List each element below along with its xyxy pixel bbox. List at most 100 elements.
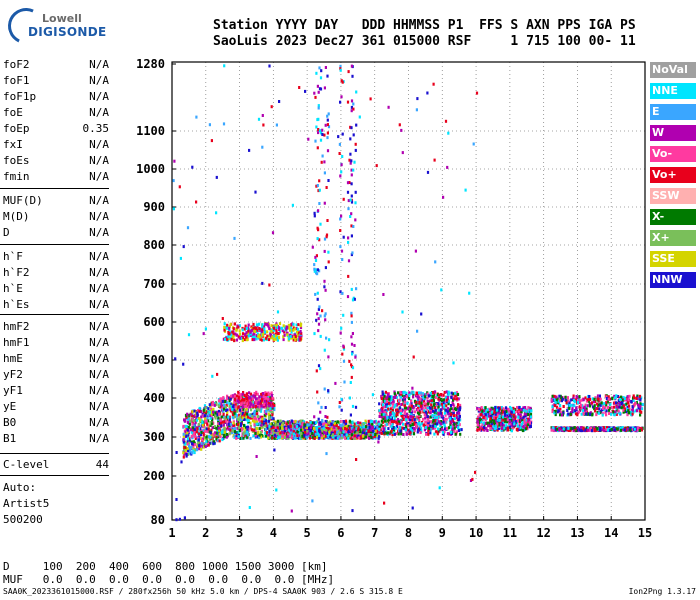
echo-point xyxy=(307,434,310,438)
echo-point xyxy=(242,407,245,411)
echo-point xyxy=(438,415,441,419)
echo-point xyxy=(278,322,282,326)
echo-point xyxy=(576,426,579,430)
echo-point xyxy=(501,427,504,431)
echo-point xyxy=(264,402,268,406)
echo-point xyxy=(554,409,557,413)
echo-point xyxy=(238,413,241,417)
echo-point xyxy=(322,436,325,440)
echo-point xyxy=(559,404,562,407)
echo-point xyxy=(392,420,396,424)
echo-point xyxy=(405,391,408,395)
echo-point xyxy=(378,411,382,415)
echo-point xyxy=(437,396,440,400)
echo-point xyxy=(457,414,460,418)
echo-point xyxy=(333,430,337,434)
echo-point xyxy=(405,425,408,429)
echo-point xyxy=(202,442,206,446)
echo-point xyxy=(254,405,257,408)
echo-point xyxy=(284,429,287,433)
echo-point xyxy=(416,422,419,426)
echo-point xyxy=(527,410,530,414)
echo-point xyxy=(610,412,613,416)
echo-point xyxy=(423,400,426,404)
echo-point xyxy=(233,434,236,438)
echo-point xyxy=(186,417,189,421)
echo-point xyxy=(235,414,238,418)
echo-point xyxy=(270,427,273,431)
echo-point xyxy=(338,432,341,436)
echo-point xyxy=(218,399,221,403)
echo-point xyxy=(252,434,255,438)
echo-point xyxy=(245,327,248,331)
echo-point xyxy=(275,434,278,438)
echo-point xyxy=(314,430,317,434)
x-tick-label: 2 xyxy=(202,526,209,540)
echo-point xyxy=(615,401,618,405)
echo-point xyxy=(579,426,582,430)
echo-point xyxy=(408,405,411,409)
echo-point xyxy=(235,338,238,342)
echo-point xyxy=(444,399,447,403)
echo-point xyxy=(575,407,578,411)
echo-point xyxy=(513,413,516,417)
echo-point xyxy=(283,425,286,429)
echo-point xyxy=(258,419,261,423)
echo-point xyxy=(232,406,235,409)
echo-point xyxy=(505,424,508,428)
echo-point xyxy=(622,410,625,414)
echo-point xyxy=(202,413,205,417)
echo-point xyxy=(359,421,362,425)
y-tick-label: 400 xyxy=(143,391,165,405)
echo-point xyxy=(455,421,459,425)
echo-point xyxy=(201,421,204,424)
echo-point xyxy=(215,426,218,430)
echo-point xyxy=(586,398,590,402)
echo-point xyxy=(204,417,207,421)
echo-point xyxy=(270,425,273,429)
echo-point xyxy=(274,428,277,432)
echo-point xyxy=(264,419,268,423)
echo-point xyxy=(197,438,200,442)
echo-point xyxy=(298,421,302,425)
echo-point xyxy=(370,423,373,427)
echo-point xyxy=(247,329,250,333)
echo-point xyxy=(480,418,483,422)
echo-point xyxy=(237,423,240,427)
echo-point xyxy=(189,447,192,451)
echo-point xyxy=(198,406,201,410)
echo-point xyxy=(249,426,252,430)
echo-point xyxy=(245,338,248,342)
echo-point xyxy=(589,404,592,408)
echo-point xyxy=(430,403,433,407)
echo-point xyxy=(365,425,368,429)
echo-point xyxy=(332,423,336,427)
echo-point xyxy=(261,434,265,438)
echo-point xyxy=(501,420,505,424)
echo-point xyxy=(296,334,299,338)
echo-point xyxy=(378,415,381,418)
echo-point xyxy=(441,406,444,410)
echo-point xyxy=(574,409,577,412)
echo-point xyxy=(426,392,429,396)
echo-point xyxy=(622,408,625,412)
echo-point xyxy=(478,421,481,425)
echo-point xyxy=(427,427,430,430)
echo-point xyxy=(570,398,573,402)
echo-point xyxy=(236,397,239,400)
echo-point xyxy=(385,402,389,406)
echo-point xyxy=(296,327,300,331)
echo-point xyxy=(385,422,388,426)
echo-point xyxy=(370,436,373,439)
echo-point xyxy=(291,436,295,440)
echo-point xyxy=(561,397,564,401)
echo-point xyxy=(224,400,227,403)
echo-point xyxy=(631,408,634,412)
echo-point xyxy=(257,398,260,402)
echo-point xyxy=(300,322,303,326)
echo-point xyxy=(429,399,432,403)
echo-point xyxy=(270,391,273,395)
echo-point xyxy=(362,430,365,434)
echo-point xyxy=(182,440,185,444)
echo-point xyxy=(596,394,600,398)
